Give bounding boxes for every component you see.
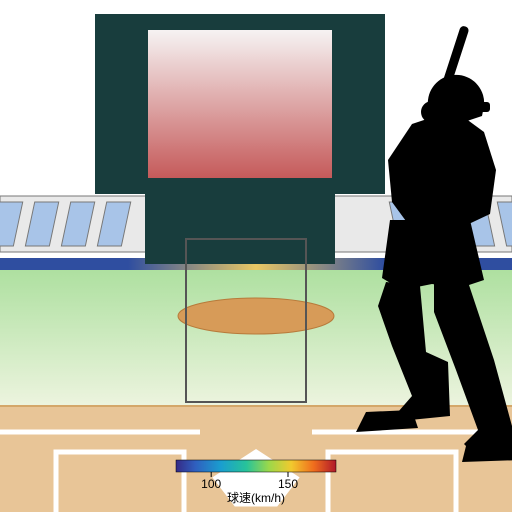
svg-text:100: 100 (201, 477, 221, 491)
pitchers-mound (178, 298, 334, 334)
legend-title: 球速(km/h) (227, 491, 285, 505)
scene-svg: 100 150 球速(km/h) (0, 0, 512, 512)
svg-text:150: 150 (278, 477, 298, 491)
pitch-location-chart: 100 150 球速(km/h) (0, 0, 512, 512)
